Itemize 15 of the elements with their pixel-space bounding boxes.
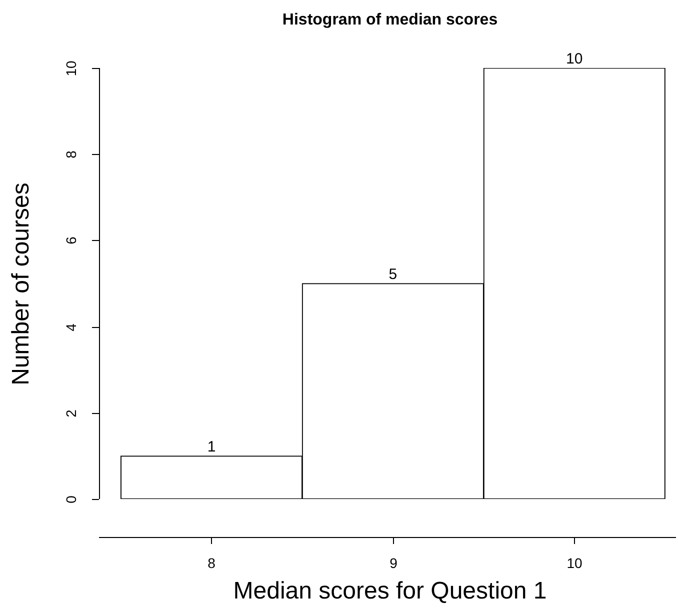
y-tick-label: 10 [62, 60, 79, 76]
y-tick-label: 2 [62, 409, 79, 418]
chart-title: Histogram of median scores [282, 11, 498, 28]
x-axis-title: Median scores for Question 1 [233, 578, 547, 605]
x-tick-label: 8 [208, 554, 216, 571]
data-label: 5 [388, 266, 398, 284]
y-tick-label: 8 [62, 150, 79, 158]
y-tick-label: 6 [62, 236, 79, 244]
x-tick-label: 9 [390, 554, 398, 571]
data-label: 10 [566, 50, 583, 68]
y-axis-title: Number of courses [8, 182, 35, 386]
y-tick-label: 4 [62, 323, 79, 332]
data-label: 1 [207, 438, 216, 456]
x-tick-label: 10 [566, 554, 582, 571]
y-tick-label: 0 [62, 495, 79, 504]
